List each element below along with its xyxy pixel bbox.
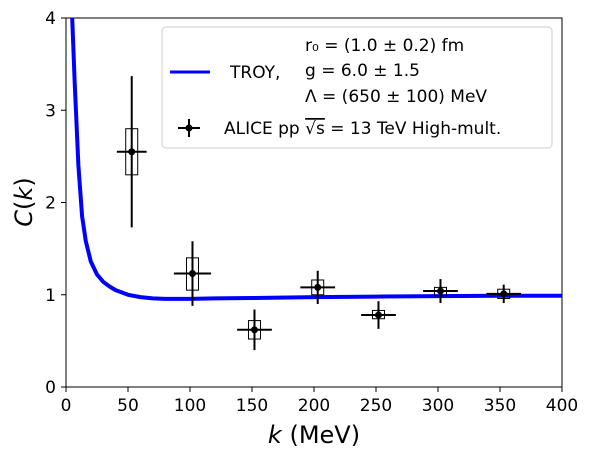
x-tick-label: 0 [61,396,72,416]
legend-points-label: ALICE pp √s = 13 TeV High-mult. [224,119,501,139]
data-point [361,301,396,329]
legend-param-r0: r₀ = (1.0 ± 0.2) fm [305,36,464,56]
x-tick-label: 100 [174,396,206,416]
troy-curve [70,18,562,301]
x-tick-label: 200 [298,396,330,416]
point-marker [436,287,444,295]
data-point [486,284,522,304]
x-tick-label: 400 [546,396,578,416]
point-marker [250,326,258,334]
point-marker [500,290,508,298]
point-marker [188,270,196,278]
data-point [300,270,336,304]
legend-marker-swatch [178,119,200,137]
troy-curve-layer [70,18,562,301]
legend-box [161,26,553,149]
point-marker [314,283,322,291]
y-tick-label: 3 [45,101,56,121]
y-tick-label: 0 [45,378,56,398]
y-tick-label: 4 [45,9,56,29]
point-marker [128,148,136,156]
x-tick-label: 350 [484,396,516,416]
x-axis-title: k (MeV) [268,421,360,449]
legend: TROY, r₀ = (1.0 ± 0.2) fm g = 6.0 ± 1.5 … [161,26,553,149]
legend-line-label: TROY, [229,63,280,83]
data-point [237,309,272,351]
y-tick-label: 2 [45,194,56,214]
point-marker [374,311,382,319]
data-point [423,279,458,304]
alice-points-layer [116,76,522,351]
y-axis-title: C(k) [10,177,38,226]
y-tick-label: 1 [45,286,56,306]
x-tick-label: 150 [236,396,268,416]
data-point [116,76,147,228]
axis-ticks: 0 50 100 150 200 250 300 350 400 0 1 2 3 4 [45,9,578,416]
legend-param-g: g = 6.0 ± 1.5 [305,61,420,81]
x-tick-label: 300 [422,396,454,416]
data-point [173,241,212,306]
x-tick-label: 50 [117,396,139,416]
x-tick-label: 250 [360,396,392,416]
legend-param-lambda: Λ = (650 ± 100) MeV [305,87,487,107]
